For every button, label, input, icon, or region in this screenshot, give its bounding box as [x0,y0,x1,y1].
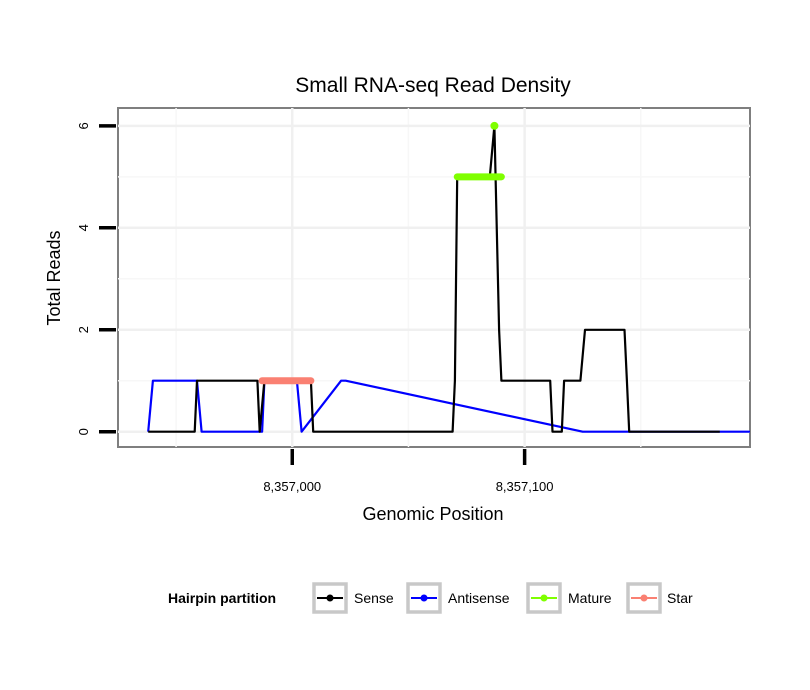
legend-label: Mature [568,590,612,606]
y-tick-label: 4 [76,224,91,231]
series-layer [147,121,750,433]
legend-entry-star: Star [626,582,693,614]
legend-entry-antisense: Antisense [406,582,510,614]
plot-panel [117,107,751,448]
x-axis-title: Genomic Position [362,504,503,524]
y-tick-label: 0 [76,428,91,435]
x-tick-label: 8,357,100 [496,479,554,494]
x-tick-label: 8,357,000 [263,479,321,494]
legend-title: Hairpin partition [168,590,276,606]
y-tick-label: 2 [76,326,91,333]
legend-key-point [326,594,334,602]
y-axis: 0 2 4 6 [76,122,116,435]
point-mature [490,121,499,130]
legend-key-point [420,594,428,602]
chart-title: Small RNA-seq Read Density [295,74,571,97]
x-axis: 8,357,000 8,357,100 [263,449,554,494]
y-axis-title: Total Reads [44,230,64,325]
legend: Hairpin partition Sense Antisense Mature St… [168,582,693,614]
legend-entry-sense: Sense [312,582,394,614]
legend-label: Antisense [448,590,510,606]
legend-label: Star [667,590,693,606]
legend-label: Sense [354,590,394,606]
legend-key-point [640,594,648,602]
legend-key-point [540,594,548,602]
legend-entry-mature: Mature [526,582,612,614]
y-tick-label: 6 [76,122,91,129]
